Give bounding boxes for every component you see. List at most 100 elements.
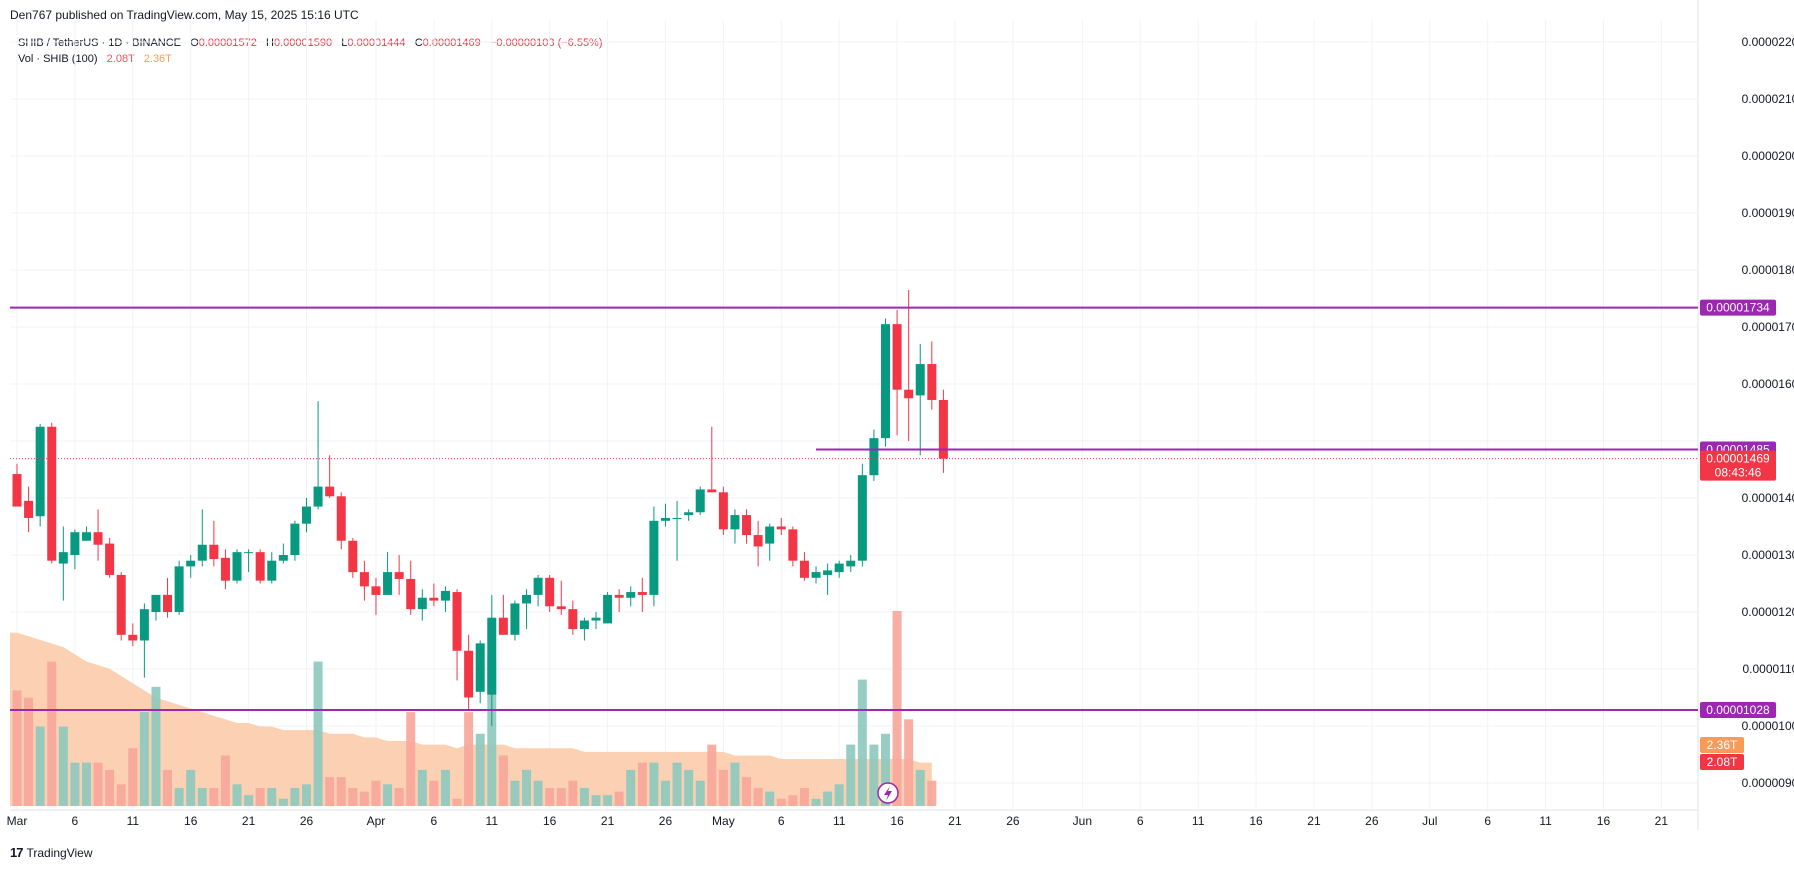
candle-body <box>163 594 173 612</box>
candle-body <box>742 515 752 536</box>
volume-bar <box>533 780 543 806</box>
candle-body <box>568 609 578 630</box>
volume-bar <box>579 787 589 806</box>
volume-bar <box>220 755 230 806</box>
legend-ohlc-row: SHIB / TetherUS · 1D · BINANCE O0.000015… <box>18 35 603 51</box>
volume-bar <box>58 726 68 806</box>
volume-bar <box>730 762 740 806</box>
candle-body <box>105 543 115 575</box>
footer-brand[interactable]: 17 TradingView <box>10 845 93 860</box>
x-tick-label: 26 <box>1006 814 1020 828</box>
candle-body <box>776 526 786 530</box>
x-tick-label: Apr <box>367 814 386 828</box>
candle-body <box>846 560 856 567</box>
flash-icon[interactable] <box>877 782 899 804</box>
y-tick-label: 0.00001300 <box>1742 548 1794 562</box>
candle-body <box>220 557 230 581</box>
candle-body <box>788 529 798 561</box>
volume-bar <box>510 780 520 806</box>
x-tick-label: 26 <box>659 814 673 828</box>
volume-bar <box>475 733 485 806</box>
x-tick-label: 11 <box>1192 814 1205 828</box>
volume-bar <box>255 787 265 806</box>
volume-bar <box>498 755 508 806</box>
legend-symbol[interactable]: SHIB / TetherUS · 1D · BINANCE <box>18 37 182 49</box>
volume-bar <box>105 769 115 806</box>
candles <box>10 289 1698 726</box>
volume-bar <box>695 780 705 806</box>
x-tick-label: 26 <box>1365 814 1379 828</box>
publish-info: Den767 published on TradingView.com, May… <box>10 8 359 22</box>
legend-volume-value-1: 2.08T <box>106 53 135 65</box>
volume-bar <box>904 719 914 806</box>
candle-body <box>938 399 948 459</box>
volume-badge-bg <box>1700 737 1744 753</box>
x-tick-label: Jun <box>1073 814 1092 828</box>
candle-body <box>487 617 497 695</box>
candle-body <box>684 512 694 516</box>
candle-body <box>464 650 474 698</box>
legend-change: −0.00000103 (−6.55%) <box>489 37 603 49</box>
candle-body <box>186 560 196 567</box>
x-tick-label: 21 <box>1655 814 1669 828</box>
volume-bar <box>869 744 879 806</box>
volume-bar <box>128 748 138 806</box>
volume-bar <box>336 777 346 806</box>
volume-bar <box>290 787 300 806</box>
volume-bar <box>197 787 207 806</box>
candle-body <box>927 364 937 400</box>
candle-body <box>58 552 68 564</box>
x-tick-label: 16 <box>890 814 904 828</box>
x-tick-label: 21 <box>242 814 256 828</box>
last-price-badge-label: 0.00001469 <box>1706 452 1770 466</box>
volume-bar <box>846 744 856 806</box>
candle-body <box>336 496 346 541</box>
volume-badge-bg <box>1700 754 1744 770</box>
volume-bar <box>834 784 844 806</box>
candle-body <box>730 515 740 530</box>
volume-bar <box>174 787 184 806</box>
x-tick-label: 6 <box>1484 814 1491 828</box>
level-badge-label: 0.00001028 <box>1706 703 1770 717</box>
candle-body <box>93 532 103 545</box>
x-tick-label: 16 <box>543 814 557 828</box>
candle-body <box>857 475 867 561</box>
volume-bar <box>707 744 717 806</box>
y-tick-label: 0.00001900 <box>1742 206 1794 220</box>
y-tick-label: 0.00002200 <box>1742 35 1794 49</box>
candle-body <box>603 594 613 624</box>
x-tick-label: 21 <box>948 814 962 828</box>
candle-body <box>174 566 184 612</box>
volume-bar <box>440 769 450 806</box>
candle-body <box>660 517 670 521</box>
volume-bar <box>881 733 890 806</box>
x-tick-label: 16 <box>184 814 198 828</box>
candle-body <box>371 586 381 595</box>
volume-bar <box>487 657 497 806</box>
volume-bar <box>464 712 474 806</box>
candle-body <box>591 617 601 621</box>
x-tick-label: May <box>712 814 735 828</box>
legend-volume-label[interactable]: Vol · SHIB (100) <box>18 53 98 65</box>
candle-body <box>440 590 450 601</box>
legend-low-value: 0.00001444 <box>347 37 406 49</box>
candle-body <box>452 592 462 651</box>
volume-bar <box>776 798 786 806</box>
y-tick-label: 0.00001800 <box>1742 263 1794 277</box>
candle-body <box>197 544 207 561</box>
y-tick-label: 0.00001400 <box>1742 491 1794 505</box>
volume-badge-label: 2.36T <box>1707 738 1738 752</box>
tradingview-logo-icon: 17 <box>10 845 24 860</box>
candle-body <box>915 364 925 396</box>
volume-bar <box>359 791 369 806</box>
y-tick-label: 0.00001100 <box>1742 662 1794 676</box>
candle-body <box>799 560 809 578</box>
x-tick-label: Jul <box>1422 814 1437 828</box>
candle-body <box>232 552 242 581</box>
candle-body <box>348 540 358 573</box>
last-price-countdown: 08:43:46 <box>1715 466 1762 480</box>
volume-bar <box>452 798 462 806</box>
legend-open-value: 0.00001572 <box>198 37 257 49</box>
legend-open-label: O <box>190 37 199 49</box>
